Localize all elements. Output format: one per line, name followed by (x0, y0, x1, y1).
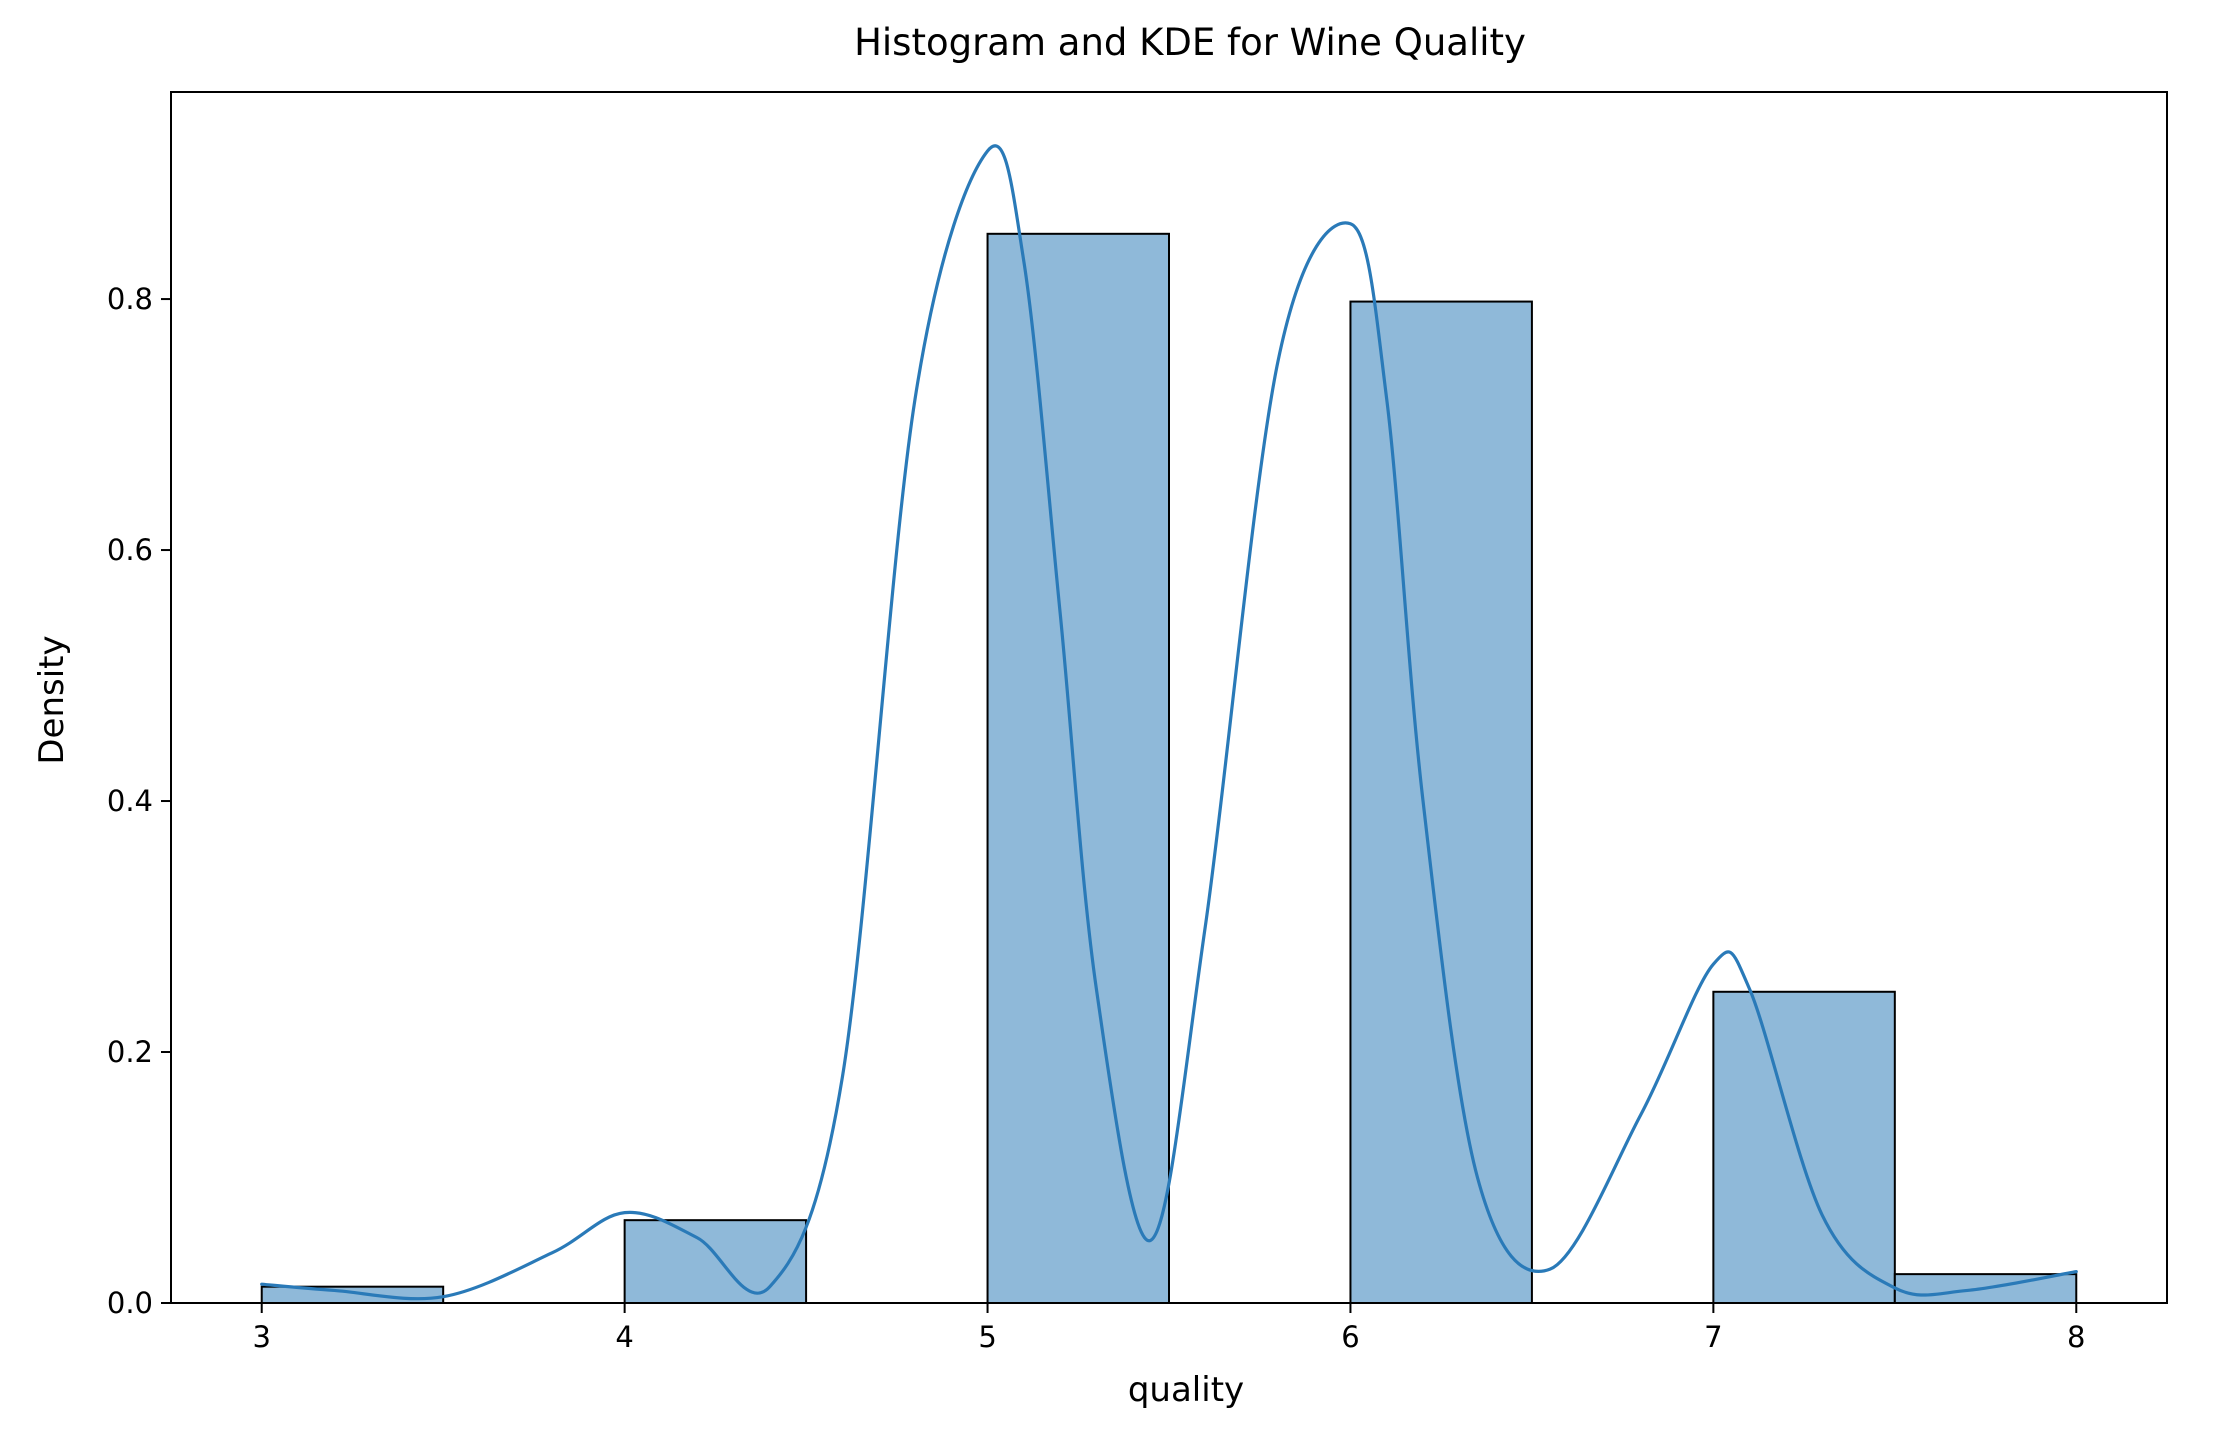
x-axis-ticks: 3 4 5 6 7 8 (253, 1303, 2085, 1354)
histogram-bars (260, 232, 2078, 1305)
y-axis-label: Density (32, 635, 72, 764)
plot-frame (170, 91, 2168, 1304)
y-tick-label: 0.8 (107, 282, 153, 316)
y-axis-ticks: 0.0 0.2 0.4 0.6 0.8 (107, 282, 171, 1320)
y-tick-label: 0.0 (107, 1286, 153, 1320)
x-tick-label: 5 (978, 1320, 996, 1354)
x-tick-label: 4 (615, 1320, 633, 1354)
x-tick-label: 6 (1341, 1320, 1359, 1354)
histogram-bar-6 (1349, 300, 1533, 1304)
chart-title: Histogram and KDE for Wine Quality (854, 21, 1526, 64)
y-tick-label: 0.4 (107, 784, 153, 818)
y-tick-label: 0.6 (107, 533, 153, 567)
y-tick-label: 0.2 (107, 1035, 153, 1069)
x-tick-label: 8 (2067, 1320, 2085, 1354)
kde-curve (260, 144, 2078, 1301)
x-axis-label: quality (1128, 1370, 1244, 1410)
histogram-bar-2 (623, 1219, 808, 1305)
histogram-bar-0 (260, 1285, 445, 1305)
x-tick-label: 7 (1704, 1320, 1722, 1354)
histogram-bar-8 (1712, 990, 1896, 1305)
histogram-bar-4 (986, 232, 1171, 1304)
x-tick-label: 3 (253, 1320, 271, 1354)
